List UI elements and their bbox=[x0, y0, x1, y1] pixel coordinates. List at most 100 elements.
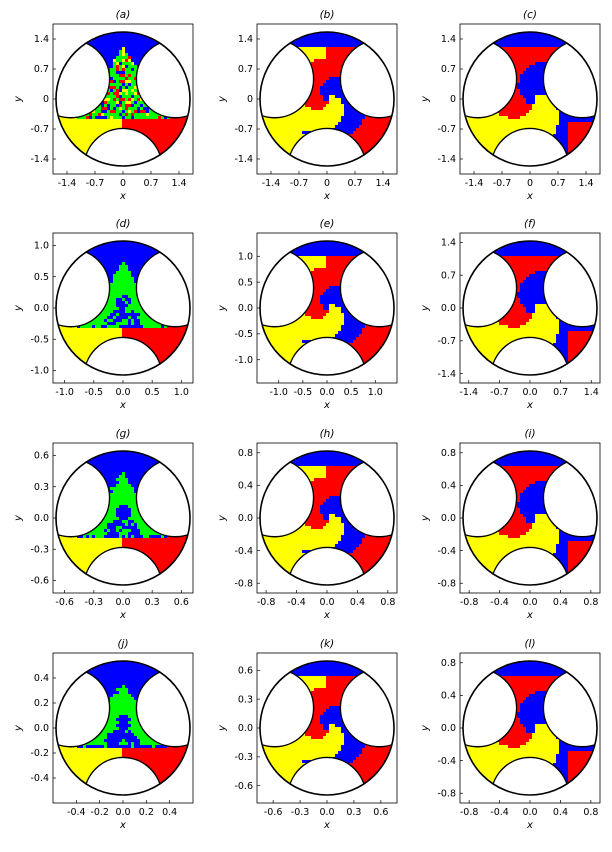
basin-cell-red bbox=[511, 113, 515, 117]
basin-cell-yellow bbox=[125, 92, 129, 96]
basin-cell-blue bbox=[508, 38, 512, 42]
basin-cell-blue bbox=[347, 44, 351, 48]
basin-cell-blue bbox=[505, 44, 509, 48]
basin-cell-yellow bbox=[308, 119, 312, 123]
basin-map bbox=[260, 32, 394, 166]
basin-cell-blue bbox=[341, 116, 345, 120]
basin-cell-blue bbox=[538, 41, 542, 45]
basin-cell-yellow bbox=[508, 119, 512, 123]
basin-cell-blue bbox=[323, 98, 327, 102]
basin-cell-red bbox=[173, 137, 177, 141]
basin-cell-blue bbox=[107, 44, 111, 48]
basin-cell-red bbox=[317, 86, 321, 90]
basin-cell-yellow bbox=[493, 113, 497, 117]
basin-cell-green bbox=[119, 110, 123, 114]
basin-cell-blue bbox=[565, 134, 569, 138]
basin-cell-red bbox=[335, 65, 339, 69]
basin-cell-blue bbox=[125, 256, 129, 260]
basin-cell-red bbox=[541, 50, 545, 54]
basin-cell-red bbox=[119, 74, 123, 78]
basin-cell-yellow bbox=[287, 149, 291, 153]
basin-cell-yellow bbox=[98, 122, 102, 126]
basin-cell-yellow bbox=[119, 92, 123, 96]
basin-cell-blue bbox=[350, 125, 354, 129]
basin-cell-yellow bbox=[284, 125, 288, 129]
basin-cell-red bbox=[116, 92, 120, 96]
basin-cell-blue bbox=[107, 250, 111, 254]
basin-cell-blue bbox=[502, 41, 506, 45]
basin-cell-yellow bbox=[541, 107, 545, 111]
basin-cell-green bbox=[131, 65, 135, 69]
basin-cell-red bbox=[362, 119, 366, 123]
basin-cell-blue bbox=[113, 80, 117, 84]
x-axis-label: x bbox=[119, 191, 126, 202]
basin-cell-yellow bbox=[101, 119, 105, 123]
basin-cell-blue bbox=[353, 44, 357, 48]
basin-cell-yellow bbox=[556, 113, 560, 117]
basin-cell-yellow bbox=[511, 122, 515, 126]
forbidden-region-bottom bbox=[83, 127, 163, 166]
basin-cell-blue bbox=[113, 32, 117, 36]
basin-cell-blue bbox=[332, 86, 336, 90]
basin-cell-yellow bbox=[517, 119, 521, 123]
basin-cell-red bbox=[577, 122, 581, 126]
basin-cell-blue bbox=[119, 247, 123, 251]
basin-cell-blue bbox=[356, 125, 360, 129]
basin-cell-red bbox=[368, 128, 372, 132]
basin-cell-red bbox=[502, 47, 506, 51]
basin-cell-blue bbox=[538, 89, 542, 93]
basin-cell-red bbox=[520, 62, 524, 66]
basin-cell-blue bbox=[122, 44, 126, 48]
basin-cell-blue bbox=[559, 116, 563, 120]
basin-cell-blue bbox=[562, 131, 566, 135]
basin-cell-blue bbox=[128, 35, 132, 39]
basin-cell-blue bbox=[131, 241, 135, 245]
basin-cell-red bbox=[368, 125, 372, 129]
basin-cell-blue bbox=[344, 128, 348, 132]
basin-cell-yellow bbox=[92, 131, 96, 135]
basin-cell-yellow bbox=[296, 122, 300, 126]
basin-cell-blue bbox=[523, 77, 527, 81]
basin-cell-green bbox=[122, 113, 126, 117]
basin-cell-red bbox=[514, 110, 518, 114]
basin-cell-blue bbox=[571, 116, 575, 120]
basin-cell-red bbox=[517, 47, 521, 51]
basin-cell-blue bbox=[535, 89, 539, 93]
basin-cell-green bbox=[95, 113, 99, 117]
basin-cell-red bbox=[179, 125, 183, 129]
basin-cell-green bbox=[113, 77, 117, 81]
basin-cell-red bbox=[374, 131, 378, 135]
basin-cell-blue bbox=[329, 80, 333, 84]
basin-cell-yellow bbox=[529, 119, 533, 123]
basin-cell-blue bbox=[541, 35, 545, 39]
basin-cell-blue bbox=[332, 38, 336, 42]
basin-cell-yellow bbox=[311, 47, 315, 51]
basin-cell-red bbox=[380, 131, 384, 135]
basin-cell-yellow bbox=[505, 131, 509, 135]
basin-cell-red bbox=[371, 143, 375, 147]
basin-cell-blue bbox=[532, 74, 536, 78]
basin-cell-red bbox=[368, 134, 372, 138]
basin-cell-red bbox=[140, 119, 144, 123]
basin-cell-blue bbox=[311, 35, 315, 39]
basin-cell-yellow bbox=[514, 125, 518, 129]
basin-cell-yellow bbox=[92, 119, 96, 123]
basin-cell-red bbox=[113, 110, 117, 114]
basin-cell-blue bbox=[565, 146, 569, 150]
basin-cell-red bbox=[374, 125, 378, 129]
basin-cell-yellow bbox=[290, 125, 294, 129]
basin-cell-yellow bbox=[311, 128, 315, 132]
basin-cell-red bbox=[520, 98, 524, 102]
basin-cell-yellow bbox=[302, 47, 306, 51]
basin-cell-red bbox=[122, 122, 126, 126]
basin-cell-red bbox=[577, 137, 581, 141]
basin-cell-red bbox=[170, 119, 174, 123]
basin-cell-red bbox=[329, 74, 333, 78]
basin-cell-yellow bbox=[302, 50, 306, 54]
basin-cell-blue bbox=[541, 62, 545, 66]
basin-cell-blue bbox=[110, 65, 114, 69]
basin-cell-blue bbox=[350, 131, 354, 135]
basin-cell-blue bbox=[344, 119, 348, 123]
basin-cell-blue bbox=[110, 32, 114, 36]
basin-cell-red bbox=[523, 65, 527, 69]
